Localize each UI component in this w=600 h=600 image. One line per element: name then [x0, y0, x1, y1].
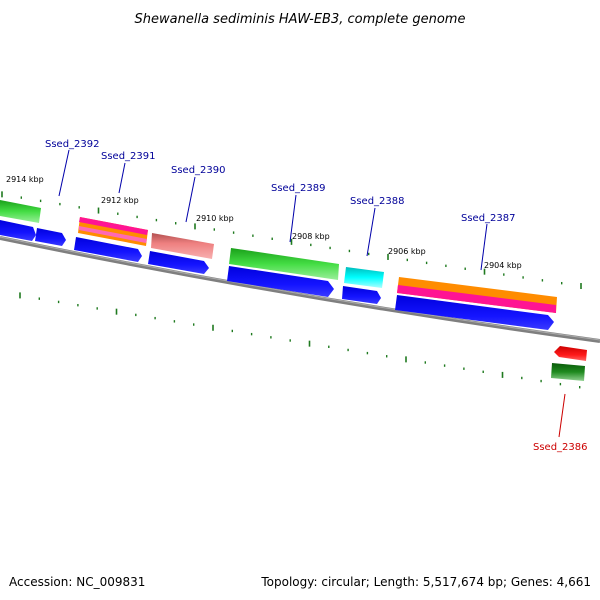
leader-line-ssed-2386	[558, 393, 566, 438]
map-title: Shewanella sediminis HAW-EB3, complete g…	[135, 12, 466, 27]
leader-line-ssed-2387	[480, 223, 488, 271]
tick-label-2906: 2906 kbp	[388, 247, 426, 256]
cds-arrow[interactable]	[74, 237, 142, 262]
gene-feature-ssed-2391-pink[interactable]	[79, 226, 147, 243]
leader-line-ssed-2391	[118, 162, 126, 194]
genome-summary-text: Topology: circular; Length: 5,517,674 bp…	[260, 575, 591, 589]
gene-feature-ssed-2388-cyan[interactable]	[344, 267, 384, 288]
cds-arrow[interactable]	[342, 286, 381, 304]
gene-label-ssed-2389[interactable]: Ssed_2389	[271, 183, 326, 194]
tick-label-2912: 2912 kbp	[101, 196, 139, 205]
scale-ticks-upper	[1, 191, 582, 290]
gene-feature-ssed-2386-darkgreen[interactable]	[551, 363, 585, 381]
accession-text: Accession: NC_009831	[9, 575, 145, 589]
cds-arrow[interactable]	[148, 251, 209, 274]
gene-feature-ssed-2391-magenta[interactable]	[79, 217, 148, 235]
gene-feature-ssed-2386-red[interactable]	[554, 346, 587, 361]
tick-label-2910: 2910 kbp	[196, 214, 234, 223]
gene-feature-ssed-2387-magenta[interactable]	[397, 285, 556, 313]
cds-arrow[interactable]	[395, 295, 554, 330]
genome-backbone	[0, 236, 600, 343]
gene-feature-ssed-2392-green[interactable]	[0, 200, 41, 223]
gene-label-ssed-2386[interactable]: Ssed_2386	[533, 442, 588, 453]
tick-label-2914: 2914 kbp	[6, 175, 44, 184]
leader-line-ssed-2390	[185, 176, 196, 223]
gene-label-ssed-2390[interactable]: Ssed_2390	[171, 165, 226, 176]
gene-label-ssed-2387[interactable]: Ssed_2387	[461, 213, 516, 224]
scale-ticks-lower	[19, 292, 581, 389]
leader-line-ssed-2392	[58, 149, 70, 197]
cds-arrow[interactable]	[227, 266, 334, 297]
gene-label-ssed-2392[interactable]: Ssed_2392	[45, 139, 100, 150]
cds-arrow[interactable]	[0, 220, 36, 241]
leader-line-ssed-2388	[366, 207, 376, 257]
tick-label-2908: 2908 kbp	[292, 232, 330, 241]
leader-line-ssed-2389	[289, 194, 297, 243]
tick-label-2904: 2904 kbp	[484, 261, 522, 270]
genome-backbone-highlight	[0, 236, 600, 341]
gene-label-ssed-2388[interactable]: Ssed_2388	[350, 196, 405, 207]
gene-feature-ssed-2389-green[interactable]	[229, 248, 339, 280]
gene-feature-ssed-2390-salmon[interactable]	[151, 233, 214, 259]
gene-label-ssed-2391[interactable]: Ssed_2391	[101, 151, 156, 162]
cds-arrow[interactable]	[35, 228, 66, 246]
